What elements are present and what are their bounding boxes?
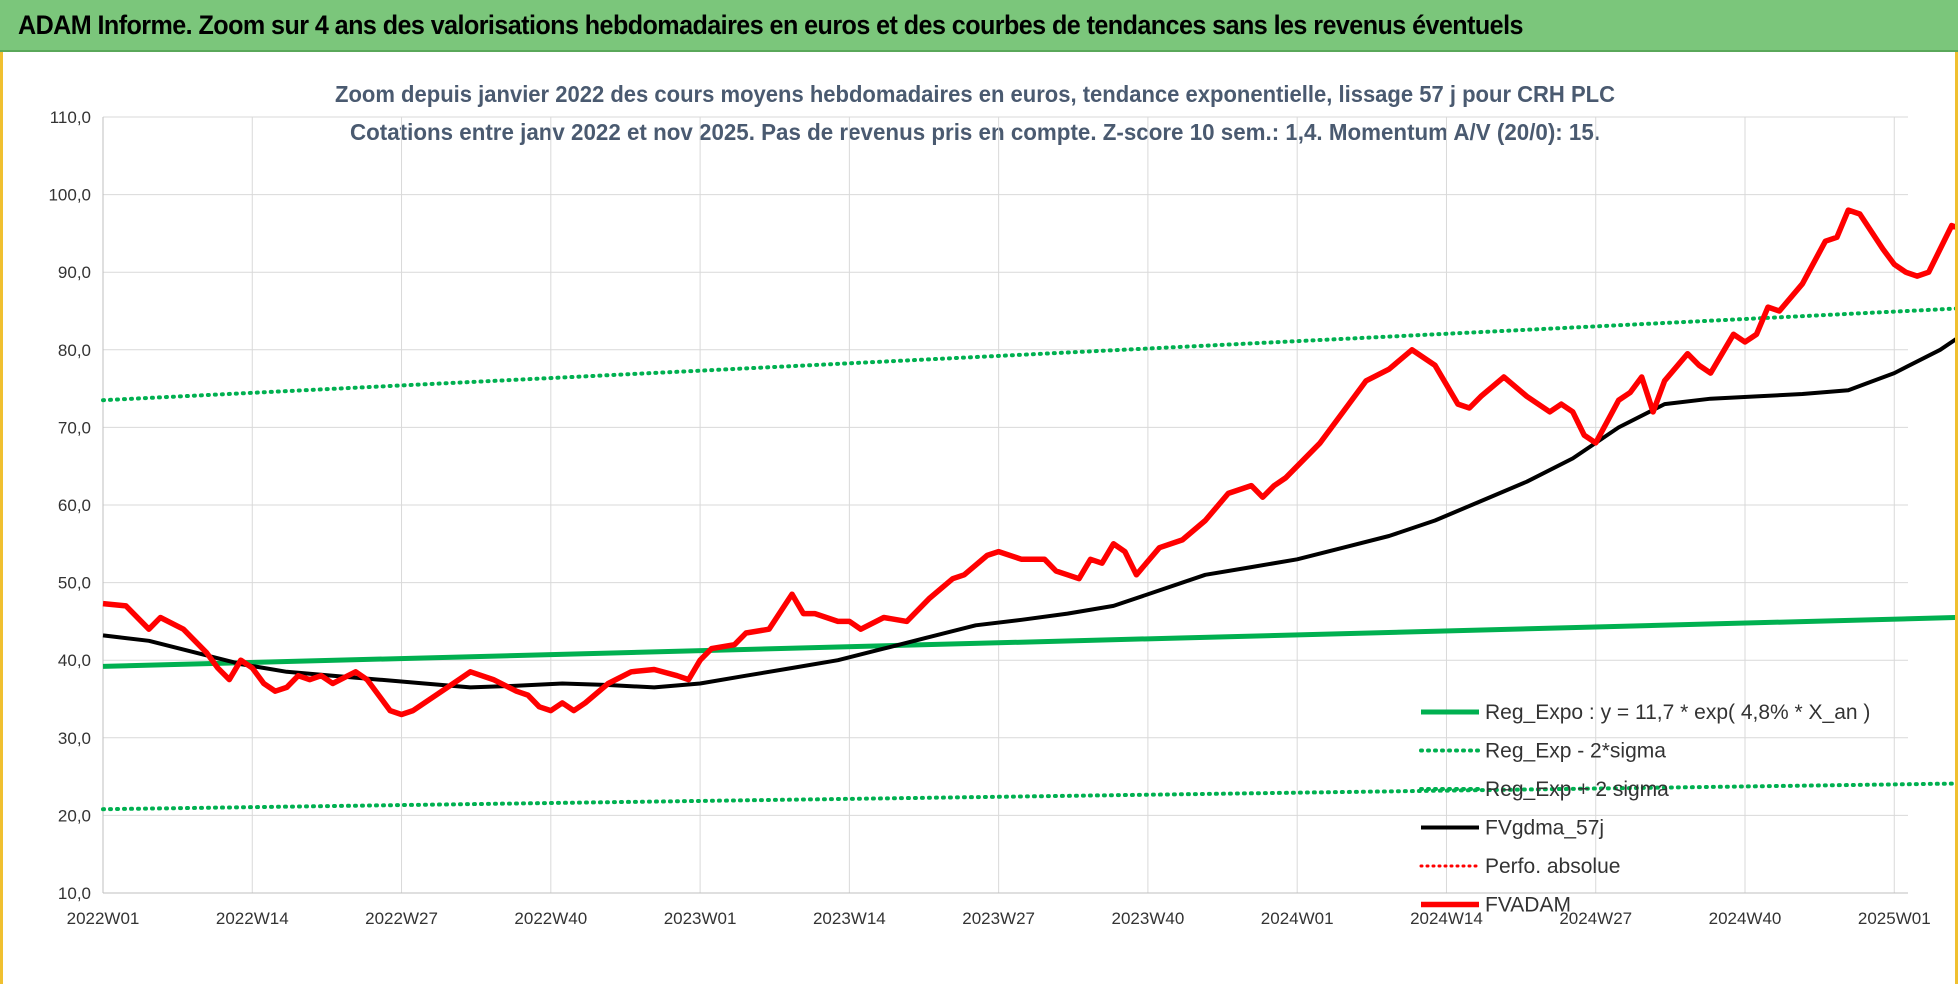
x-axis: 2022W01 2022W14 2022W27 2022W40 2023W01 2023W…: [67, 909, 1931, 928]
legend-label: FVgdma_57j: [1485, 817, 1604, 840]
y-tick-label: 70,0: [58, 418, 91, 437]
chart-frame: Zoom depuis janvier 2022 des cours moyen…: [0, 52, 1958, 984]
report-banner: ADAM Informe. Zoom sur 4 ans des valoris…: [0, 0, 1958, 52]
x-tick-label: 2022W14: [216, 909, 289, 928]
x-tick-label: 2025W01: [1858, 909, 1931, 928]
y-tick-label: 30,0: [58, 729, 91, 748]
legend-label: Reg_Exp + 2 sigma: [1485, 778, 1669, 801]
chart-grid: [102, 116, 1908, 894]
x-tick-label: 2024W40: [1709, 909, 1782, 928]
chart-title: Zoom depuis janvier 2022 des cours moyen…: [335, 81, 1615, 107]
report-title: ADAM Informe. Zoom sur 4 ans des valoris…: [18, 10, 1523, 40]
x-tick-label: 2022W01: [67, 909, 140, 928]
series-line-fvadam: [102, 207, 1955, 718]
chart-legend: Reg_Expo : y = 11,7 * exp( 4,8% * X_an )…: [1419, 701, 1870, 917]
series-line-reg-exp-2-sigma: [101, 306, 1955, 403]
series-line-reg-exp-2-sigma: [101, 781, 1955, 812]
chart-subtitle: Cotations entre janv 2022 et nov 2025. P…: [350, 119, 1600, 145]
line-chart: Zoom depuis janvier 2022 des cours moyen…: [48, 81, 1955, 928]
y-tick-label: 110,0: [50, 108, 91, 127]
x-tick-label: 2023W14: [813, 909, 886, 928]
x-tick-label: 2022W40: [514, 909, 587, 928]
y-tick-label: 80,0: [58, 341, 91, 360]
legend-label: FVADAM: [1485, 894, 1571, 917]
legend-label: Reg_Expo : y = 11,7 * exp( 4,8% * X_an ): [1485, 701, 1870, 724]
series-layer: [101, 207, 1955, 812]
legend-label: Reg_Exp - 2*sigma: [1485, 740, 1666, 763]
y-tick-label: 20,0: [58, 806, 91, 825]
series-line-reg-expo-y-11-7-exp-4-8-x-an: [102, 615, 1955, 669]
x-tick-label: 2023W01: [664, 909, 737, 928]
x-tick-label: 2022W27: [365, 909, 438, 928]
y-axis: 10,0 20,0 30,0 40,0 50,0 60,0 70,0 80,0 90,0 100,…: [48, 108, 91, 903]
y-tick-label: 50,0: [58, 574, 91, 593]
x-tick-label: 2023W40: [1112, 909, 1185, 928]
y-tick-label: 90,0: [58, 263, 91, 282]
y-tick-label: 40,0: [58, 651, 91, 670]
y-tick-label: 100,0: [48, 186, 91, 205]
x-tick-label: 2023W27: [962, 909, 1035, 928]
legend-label: Perfo. absolue: [1485, 855, 1620, 878]
x-tick-label: 2024W14: [1410, 909, 1483, 928]
x-tick-label: 2024W01: [1261, 909, 1334, 928]
y-tick-label: 60,0: [58, 496, 91, 515]
y-tick-label: 10,0: [58, 884, 91, 903]
x-tick-label: 2024W27: [1559, 909, 1632, 928]
series-line-fvgdma-57j: [102, 337, 1955, 690]
